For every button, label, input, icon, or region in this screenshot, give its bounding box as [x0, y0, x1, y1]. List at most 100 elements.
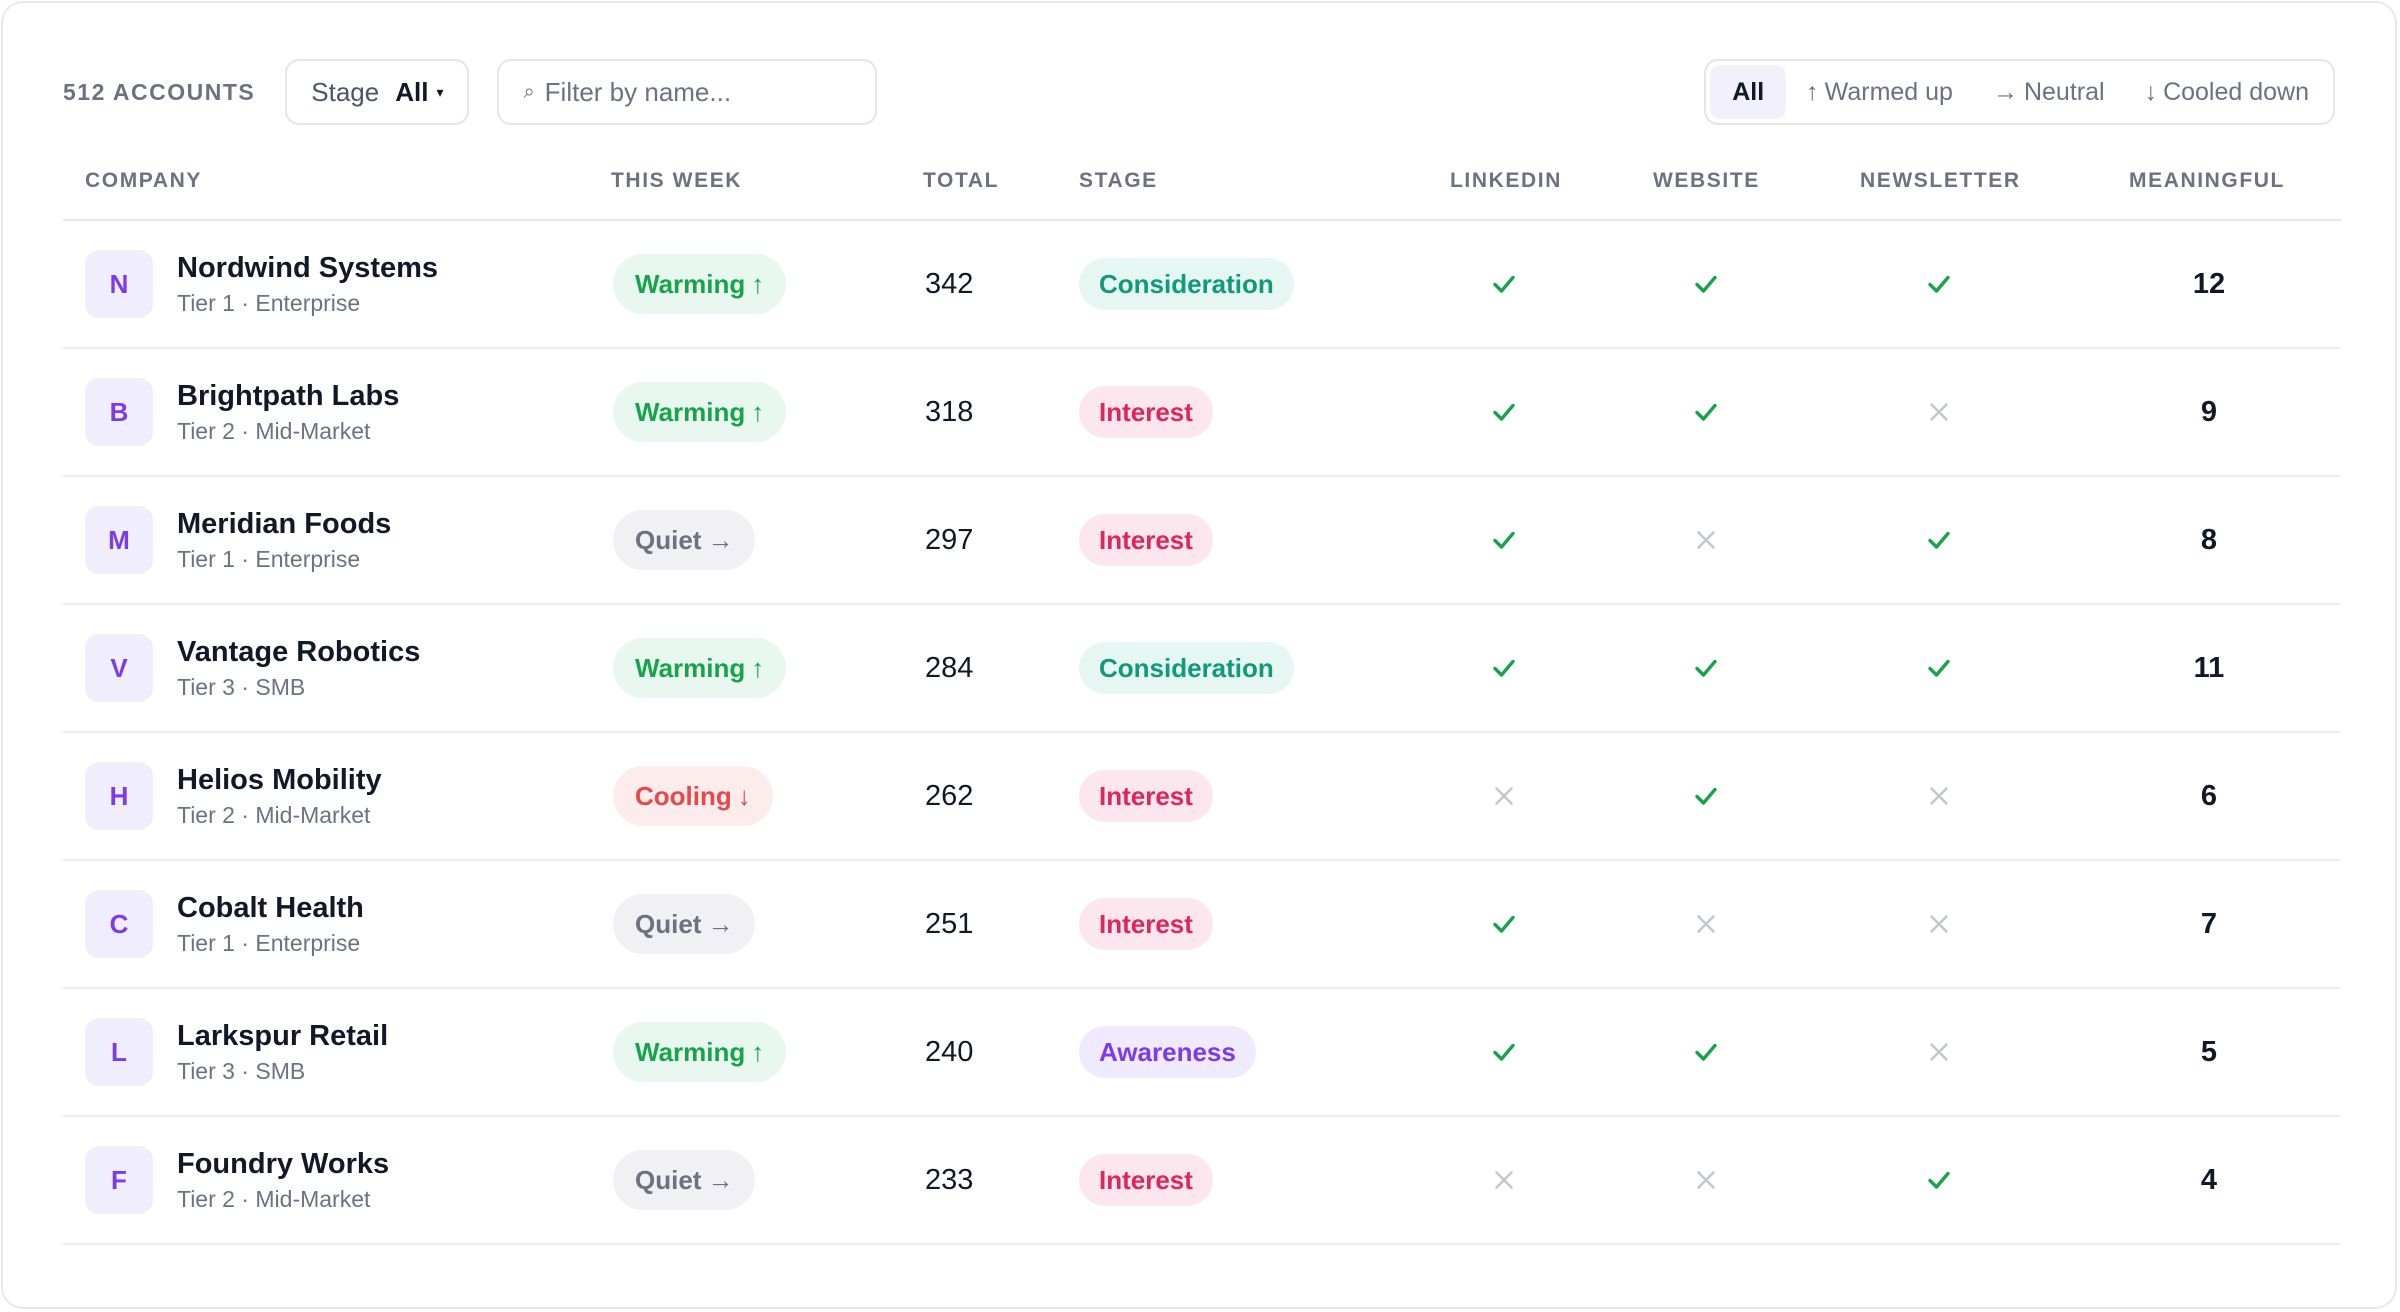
column-header-total[interactable]: TOTAL [923, 169, 1000, 192]
company-info: Foundry Works Tier 2 · Mid-Market [177, 1145, 389, 1215]
table-row[interactable]: H Helios Mobility Tier 2 · Mid-Market Cooli… [63, 733, 2341, 861]
column-header-meaningful[interactable]: MEANINGFUL [2129, 169, 2285, 192]
company-cell: V Vantage Robotics Tier 3 · SMB [85, 605, 420, 731]
stage-dropdown-label: Stage [311, 76, 380, 107]
arrow-right-icon: → [707, 524, 734, 555]
this-week-cell: Quiet → [613, 477, 756, 603]
company-tier: Tier 1 · Enterprise [177, 546, 361, 572]
company-info: Cobalt Health Tier 1 · Enterprise [177, 889, 364, 959]
column-header-stage[interactable]: STAGE [1079, 169, 1158, 192]
column-header-this-week[interactable]: THIS WEEK [611, 169, 743, 192]
table-row[interactable]: M Meridian Foods Tier 1 · Enterprise Quiet →… [63, 477, 2341, 605]
total-value: 240 [925, 1035, 974, 1068]
segment-warmed-up[interactable]: ↑ Warmed up [1786, 65, 1973, 119]
company-name[interactable]: Cobalt Health [177, 892, 364, 924]
table-row[interactable]: C Cobalt Health Tier 1 · Enterprise Quiet → 2… [63, 861, 2341, 989]
this-week-cell: Warming ↑ [613, 349, 787, 475]
total-value: 342 [925, 267, 974, 300]
website-check-icon [1686, 221, 1726, 347]
company-avatar: N [85, 250, 153, 318]
segment-label: Warmed up [1824, 77, 1953, 106]
company-cell: L Larkspur Retail Tier 3 · SMB [85, 989, 388, 1115]
stage-dropdown-value: All [395, 76, 429, 107]
company-avatar: L [85, 1018, 153, 1086]
this-week-cell: Warming ↑ [613, 221, 787, 347]
table-header: COMPANY THIS WEEK TOTAL STAGE LINKEDIN W… [63, 163, 2341, 221]
column-header-website[interactable]: WEBSITE [1653, 169, 1760, 192]
column-header-linkedin[interactable]: LINKEDIN [1450, 169, 1562, 192]
trend-label: Cooling [635, 780, 732, 811]
this-week-cell: Cooling ↓ [613, 733, 773, 859]
column-header-newsletter[interactable]: NEWSLETTER [1860, 169, 2021, 192]
trend-badge: Warming ↑ [613, 382, 787, 442]
newsletter-check-icon [1919, 477, 1959, 603]
company-name[interactable]: Meridian Foods [177, 508, 392, 540]
newsletter-check-icon [1919, 605, 1959, 731]
arrow-up-icon: ↑ [1806, 77, 1819, 106]
company-name[interactable]: Brightpath Labs [177, 380, 400, 412]
this-week-cell: Quiet → [613, 1117, 756, 1243]
table-row[interactable]: V Vantage Robotics Tier 3 · SMB Warming ↑ 284… [63, 605, 2341, 733]
website-check-icon [1686, 989, 1726, 1115]
segment-label: Neutral [2023, 77, 2105, 106]
company-name[interactable]: Vantage Robotics [177, 636, 421, 668]
website-cross-icon [1686, 477, 1726, 603]
linkedin-check-icon [1484, 221, 1524, 347]
arrow-up-icon: ↑ [751, 268, 765, 299]
arrow-down-icon: ↓ [737, 780, 751, 811]
company-name[interactable]: Helios Mobility [177, 764, 382, 796]
meaningful-count: 7 [2200, 907, 2218, 940]
company-avatar: H [85, 762, 153, 830]
website-cross-icon [1686, 1117, 1726, 1243]
filter-input[interactable] [542, 75, 847, 109]
arrow-right-icon: → [1992, 77, 2018, 106]
arrow-up-icon: ↑ [751, 1036, 765, 1067]
company-tier: Tier 1 · Enterprise [177, 930, 361, 956]
newsletter-cross-icon [1919, 861, 1959, 987]
trend-label: Quiet [635, 908, 702, 939]
meaningful-count: 4 [2200, 1163, 2218, 1196]
caret-down-icon: ▾ [436, 83, 444, 100]
company-tier: Tier 3 · SMB [177, 1058, 306, 1084]
company-avatar: F [85, 1146, 153, 1214]
newsletter-check-icon [1919, 221, 1959, 347]
trend-label: Quiet [635, 524, 702, 555]
trend-badge: Quiet → [613, 510, 756, 570]
stage-badge: Interest [1079, 514, 1213, 566]
meaningful-count: 11 [2193, 651, 2225, 684]
company-name[interactable]: Foundry Works [177, 1148, 390, 1180]
stage-badge: Interest [1079, 770, 1213, 822]
company-avatar: M [85, 506, 153, 574]
newsletter-check-icon [1919, 1117, 1959, 1243]
linkedin-check-icon [1484, 477, 1524, 603]
website-check-icon [1686, 733, 1726, 859]
table-row[interactable]: L Larkspur Retail Tier 3 · SMB Warming ↑ 240 A… [63, 989, 2341, 1117]
website-cross-icon [1686, 861, 1726, 987]
stage-badge: Interest [1079, 386, 1213, 438]
segment-neutral[interactable]: → Neutral [1973, 65, 2125, 119]
company-avatar: C [85, 890, 153, 958]
linkedin-check-icon [1484, 349, 1524, 475]
total-value: 233 [925, 1163, 974, 1196]
filter-field[interactable]: ⌕ [497, 59, 878, 125]
company-name[interactable]: Larkspur Retail [177, 1020, 389, 1052]
stage-dropdown[interactable]: Stage All ▾ [285, 59, 470, 125]
table-row[interactable]: N Nordwind Systems Tier 1 · Enterprise Warm… [63, 221, 2341, 349]
arrow-up-icon: ↑ [751, 396, 765, 427]
meaningful-count: 9 [2200, 395, 2218, 428]
segment-cooled-down[interactable]: ↓ Cooled down [2125, 65, 2329, 119]
trend-segmented-control: All ↑ Warmed up → Neutral ↓ Cooled down [1704, 59, 2335, 125]
company-cell: F Foundry Works Tier 2 · Mid-Market [85, 1117, 389, 1243]
column-header-company[interactable]: COMPANY [85, 169, 202, 192]
arrow-up-icon: ↑ [751, 652, 765, 683]
table-row[interactable]: F Foundry Works Tier 2 · Mid-Market Quiet → 2… [63, 1117, 2341, 1245]
table-row[interactable]: B Brightpath Labs Tier 2 · Mid-Market Warmi… [63, 349, 2341, 477]
company-tier: Tier 2 · Mid-Market [177, 1186, 371, 1212]
company-name[interactable]: Nordwind Systems [177, 252, 439, 284]
stage-cell: Interest [1079, 733, 1213, 859]
this-week-cell: Quiet → [613, 861, 756, 987]
accounts-table: COMPANY THIS WEEK TOTAL STAGE LINKEDIN W… [63, 163, 2341, 1245]
segment-all[interactable]: All [1710, 65, 1787, 119]
newsletter-cross-icon [1919, 349, 1959, 475]
